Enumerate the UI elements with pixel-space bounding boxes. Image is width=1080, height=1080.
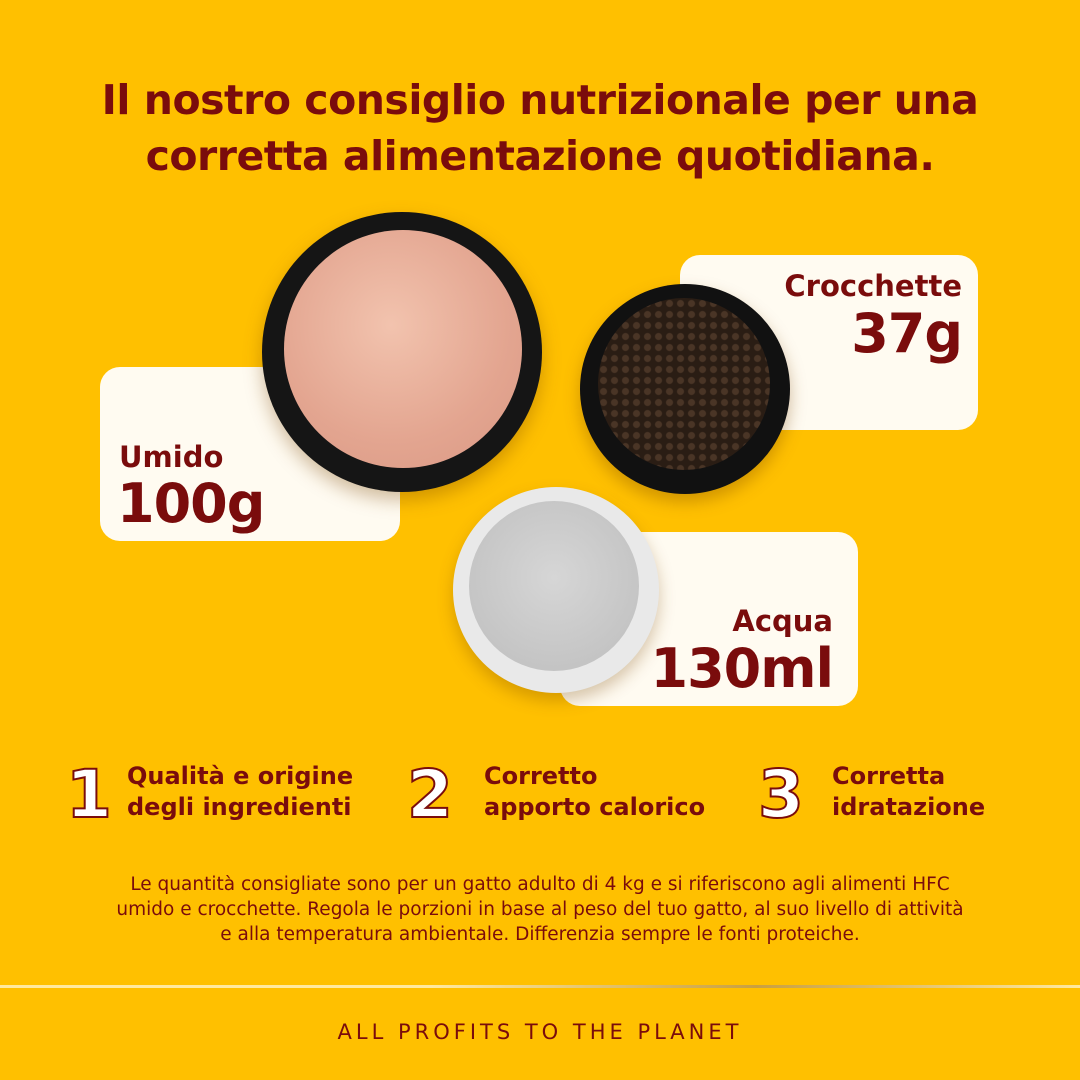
wet-food-bowl-image [262,212,542,492]
kibble-value: 37g [851,302,963,365]
feature-2-text: Corretto apporto calorico [484,761,705,823]
feature-2-line-2: apporto calorico [484,793,706,821]
feature-1-text: Qualità e origine degli ingredienti [127,761,353,823]
feature-1-number: 1 [65,756,113,833]
feature-3-line-1: Corretta [832,762,946,790]
feature-2-number: 2 [406,756,454,833]
feature-1-line-2: degli ingredienti [127,793,352,821]
feature-1-line-1: Qualità e origine [127,762,354,790]
footer-tagline: ALL PROFITS TO THE PLANET [337,1020,743,1044]
title-line-1: Il nostro consiglio nutrizionale per una [101,76,979,124]
water-label: Acqua [732,604,833,638]
disclaimer-note: Le quantità consigliate sono per un gatt… [60,872,1020,947]
water-value: 130ml [650,637,834,700]
water-bowl-image [453,487,659,693]
feature-3-line-2: idratazione [832,793,986,821]
wet-food-label: Umido [119,440,224,474]
note-line-1: Le quantità consigliate sono per un gatt… [130,874,950,895]
title-line-2: corretta alimentazione quotidiana. [145,132,935,180]
feature-3-text: Corretta idratazione [832,761,985,823]
note-line-3: e alla temperatura ambientale. Differenz… [220,924,860,945]
wet-food-value: 100g [117,472,265,535]
kibble-bowl-image [580,284,790,494]
feature-2-line-1: Corretto [484,762,598,790]
divider [0,985,1080,988]
feature-3-number: 3 [757,756,805,833]
note-line-2: umido e crocchette. Regola le porzioni i… [116,899,964,920]
page-title: Il nostro consiglio nutrizionale per una… [0,72,1080,184]
kibble-label: Crocchette [784,269,962,303]
